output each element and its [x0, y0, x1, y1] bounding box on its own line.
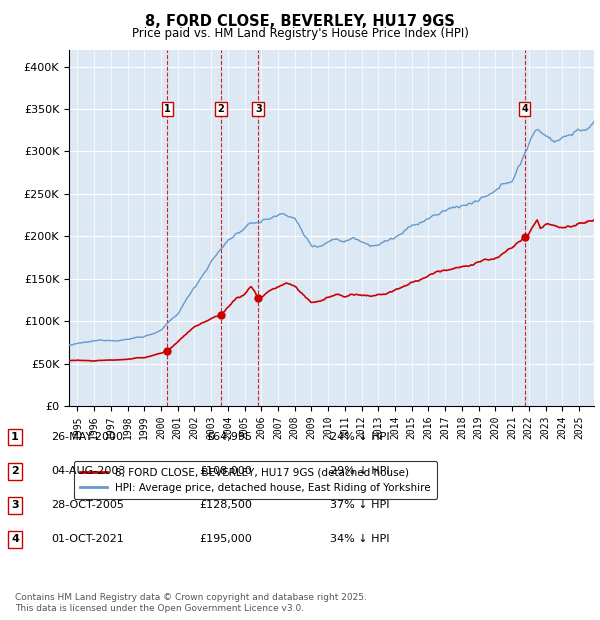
- Legend: 8, FORD CLOSE, BEVERLEY, HU17 9GS (detached house), HPI: Average price, detached: 8, FORD CLOSE, BEVERLEY, HU17 9GS (detac…: [74, 461, 437, 499]
- Text: £128,500: £128,500: [199, 500, 252, 510]
- Text: 01-OCT-2021: 01-OCT-2021: [51, 534, 124, 544]
- Text: 3: 3: [255, 104, 262, 114]
- Text: 4: 4: [521, 104, 528, 114]
- Text: 29% ↓ HPI: 29% ↓ HPI: [330, 466, 389, 476]
- Text: 26-MAY-2000: 26-MAY-2000: [51, 432, 123, 442]
- Text: 1: 1: [164, 104, 170, 114]
- Text: 28-OCT-2005: 28-OCT-2005: [51, 500, 124, 510]
- Text: 24% ↓ HPI: 24% ↓ HPI: [330, 432, 389, 442]
- Text: 8, FORD CLOSE, BEVERLEY, HU17 9GS: 8, FORD CLOSE, BEVERLEY, HU17 9GS: [145, 14, 455, 29]
- Text: 4: 4: [11, 534, 19, 544]
- Text: £195,000: £195,000: [199, 534, 252, 544]
- Text: 2: 2: [217, 104, 224, 114]
- Text: 2: 2: [11, 466, 19, 476]
- Text: £108,000: £108,000: [199, 466, 252, 476]
- Text: 1: 1: [11, 432, 19, 442]
- Text: 37% ↓ HPI: 37% ↓ HPI: [330, 500, 389, 510]
- Text: 34% ↓ HPI: 34% ↓ HPI: [330, 534, 389, 544]
- Text: 04-AUG-2003: 04-AUG-2003: [51, 466, 125, 476]
- Text: £64,995: £64,995: [206, 432, 252, 442]
- Text: Price paid vs. HM Land Registry's House Price Index (HPI): Price paid vs. HM Land Registry's House …: [131, 27, 469, 40]
- Text: 3: 3: [11, 500, 19, 510]
- Text: Contains HM Land Registry data © Crown copyright and database right 2025.
This d: Contains HM Land Registry data © Crown c…: [15, 593, 367, 613]
